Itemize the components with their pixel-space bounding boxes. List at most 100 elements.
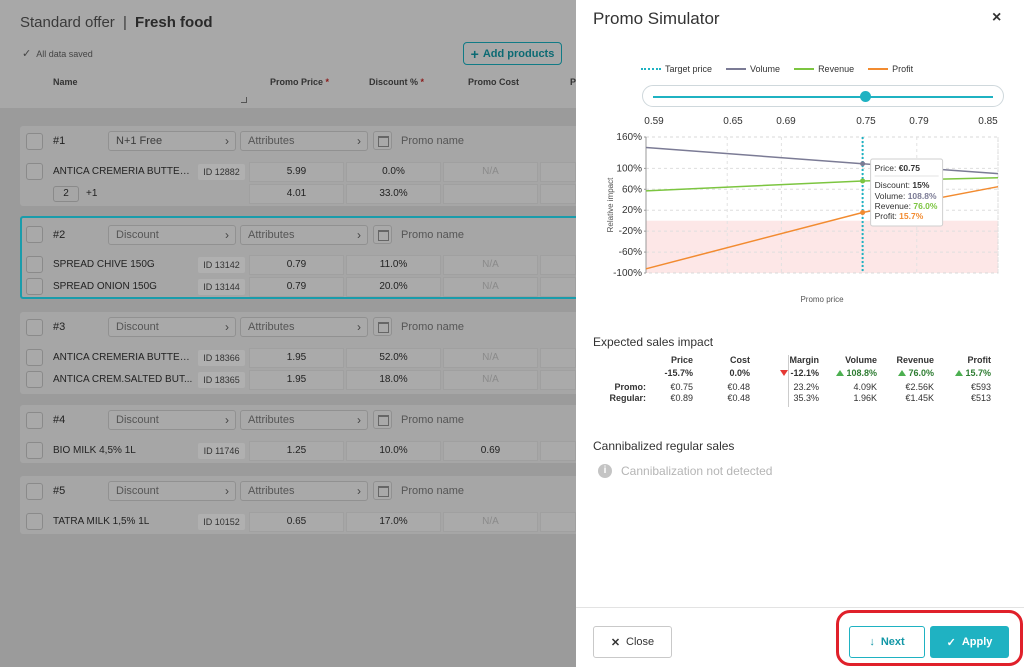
row-checkbox[interactable] bbox=[26, 163, 43, 180]
mechanic-select[interactable]: Discount › bbox=[108, 225, 236, 245]
chevron-right-icon: › bbox=[357, 134, 361, 148]
group-checkbox[interactable] bbox=[26, 412, 43, 429]
price-slider[interactable] bbox=[642, 85, 1004, 107]
promo-cost-cell[interactable]: N/A bbox=[443, 512, 538, 532]
discount-cell[interactable]: 18.0% bbox=[346, 370, 441, 390]
promo-name-input[interactable]: Promo name bbox=[401, 135, 464, 147]
column-header-name[interactable]: Name bbox=[53, 77, 78, 87]
cannibal-text: Cannibalization not detected bbox=[621, 464, 773, 478]
impact-percent-value: -15.7% bbox=[664, 368, 693, 378]
promo-group-2: #2 Discount › Attributes › Promo name SPRE… bbox=[20, 216, 576, 299]
promo-cost-cell[interactable]: N/A bbox=[443, 348, 538, 368]
tooltip-label: Price: bbox=[875, 163, 899, 173]
group-checkbox[interactable] bbox=[26, 319, 43, 336]
extra-cell[interactable] bbox=[540, 348, 576, 368]
discount-cell[interactable]: 52.0% bbox=[346, 348, 441, 368]
promo-price-cell[interactable]: 1.95 bbox=[249, 370, 344, 390]
row-checkbox[interactable] bbox=[26, 256, 43, 273]
promo-cost-cell[interactable]: 0.69 bbox=[443, 441, 538, 461]
extra-cell[interactable] bbox=[540, 162, 576, 182]
close-icon[interactable]: × bbox=[992, 9, 1002, 26]
promo-name-input[interactable]: Promo name bbox=[401, 414, 464, 426]
table-divider bbox=[788, 355, 789, 407]
discount-cell[interactable]: 0.0% bbox=[346, 162, 441, 182]
arrow-down-icon: ↓ bbox=[869, 636, 875, 648]
impact-percent: 108.8% bbox=[817, 368, 877, 378]
attributes-select[interactable]: Attributes › bbox=[240, 317, 368, 337]
group-checkbox[interactable] bbox=[26, 483, 43, 500]
row-checkbox[interactable] bbox=[26, 442, 43, 459]
promo-name-input[interactable]: Promo name bbox=[401, 229, 464, 241]
promo-price-cell[interactable]: 1.95 bbox=[249, 348, 344, 368]
row-checkbox[interactable] bbox=[26, 371, 43, 388]
attributes-select[interactable]: Attributes › bbox=[240, 410, 368, 430]
tooltip-revenue: Revenue: 76.0% bbox=[875, 201, 938, 211]
promo-name-input[interactable]: Promo name bbox=[401, 321, 464, 333]
promo-value: 23.2% bbox=[793, 382, 819, 392]
calendar-icon[interactable] bbox=[373, 317, 392, 336]
slider-track[interactable] bbox=[653, 96, 993, 98]
legend-swatch bbox=[794, 68, 815, 70]
legend-revenue[interactable]: Revenue bbox=[794, 64, 854, 74]
next-button[interactable]: ↓ Next bbox=[849, 626, 925, 658]
promo-cost-cell[interactable]: N/A bbox=[443, 255, 538, 275]
promo-price-cell[interactable]: 0.79 bbox=[249, 277, 344, 297]
slider-handle[interactable] bbox=[860, 91, 871, 102]
group-checkbox[interactable] bbox=[26, 226, 43, 243]
apply-button[interactable]: ✓ Apply bbox=[930, 626, 1009, 658]
promo-price-cell[interactable]: 5.99 bbox=[249, 162, 344, 182]
promo-price-cell[interactable]: 0.65 bbox=[249, 512, 344, 532]
calendar-icon[interactable] bbox=[373, 481, 392, 500]
calendar-icon[interactable] bbox=[373, 225, 392, 244]
attributes-select[interactable]: Attributes › bbox=[240, 131, 368, 151]
column-header-promo-cost[interactable]: Promo Cost bbox=[468, 77, 520, 87]
discount-cell[interactable]: 17.0% bbox=[346, 512, 441, 532]
promo-cost-cell[interactable]: N/A bbox=[443, 162, 538, 182]
product-row: SPREAD CHIVE 150G ID 13142 0.79 11.0% N/… bbox=[22, 254, 576, 276]
calendar-icon[interactable] bbox=[373, 131, 392, 150]
attributes-select[interactable]: Attributes › bbox=[240, 225, 368, 245]
legend-target-price[interactable]: Target price bbox=[641, 64, 712, 74]
extra-cell[interactable] bbox=[540, 441, 576, 461]
row-checkbox[interactable] bbox=[26, 278, 43, 295]
add-products-button[interactable]: + Add products bbox=[463, 42, 562, 65]
attributes-select[interactable]: Attributes › bbox=[240, 481, 368, 501]
chart-legend: Target price Volume Revenue Profit bbox=[641, 64, 913, 74]
column-header-promo-price[interactable]: Promo Price * bbox=[270, 77, 329, 87]
promo-price-cell[interactable]: 1.25 bbox=[249, 441, 344, 461]
column-header-discount[interactable]: Discount % * bbox=[369, 77, 424, 87]
row-checkbox[interactable] bbox=[26, 349, 43, 366]
save-status-text: All data saved bbox=[36, 48, 93, 59]
promo-group-1: #1 N+1 Free › Attributes › Promo name ANTI… bbox=[20, 126, 576, 206]
y-tick-label: 160% bbox=[616, 132, 642, 143]
promo-simulator-panel: Promo Simulator × Target price Volume Re… bbox=[576, 0, 1024, 667]
legend-volume[interactable]: Volume bbox=[726, 64, 780, 74]
mechanic-select[interactable]: Discount › bbox=[108, 481, 236, 501]
discount-cell[interactable]: 20.0% bbox=[346, 277, 441, 297]
y-tick-label: -100% bbox=[613, 268, 642, 279]
legend-swatch bbox=[641, 68, 661, 70]
close-button[interactable]: ✕ Close bbox=[593, 626, 672, 658]
row-checkbox[interactable] bbox=[26, 513, 43, 530]
discount-cell[interactable]: 10.0% bbox=[346, 441, 441, 461]
extra-cell[interactable] bbox=[540, 255, 576, 275]
promo-name-input[interactable]: Promo name bbox=[401, 485, 464, 497]
promo-cost-cell[interactable]: N/A bbox=[443, 277, 538, 297]
extra-cell[interactable] bbox=[540, 277, 576, 297]
resize-handle-icon[interactable] bbox=[241, 97, 247, 103]
tooltip-label: Profit: bbox=[875, 211, 900, 221]
mechanic-select[interactable]: N+1 Free › bbox=[108, 131, 236, 151]
bundle-quantity[interactable]: 2 bbox=[53, 186, 79, 202]
calendar-icon[interactable] bbox=[373, 410, 392, 429]
promo-price-cell[interactable]: 0.79 bbox=[249, 255, 344, 275]
extra-cell[interactable] bbox=[540, 370, 576, 390]
promo-cost-cell[interactable]: N/A bbox=[443, 370, 538, 390]
mechanic-select[interactable]: Discount › bbox=[108, 410, 236, 430]
footer-divider bbox=[576, 607, 1024, 608]
legend-profit[interactable]: Profit bbox=[868, 64, 913, 74]
tooltip-value: 76.0% bbox=[913, 201, 938, 211]
extra-cell[interactable] bbox=[540, 512, 576, 532]
mechanic-select[interactable]: Discount › bbox=[108, 317, 236, 337]
group-checkbox[interactable] bbox=[26, 133, 43, 150]
discount-cell[interactable]: 11.0% bbox=[346, 255, 441, 275]
